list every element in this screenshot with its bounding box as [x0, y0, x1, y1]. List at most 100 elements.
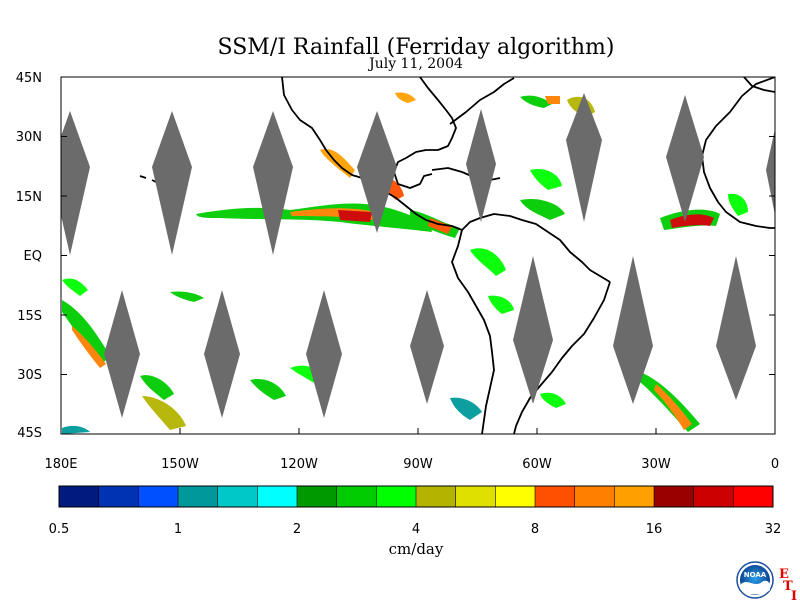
swath-gap	[613, 256, 653, 404]
lat-label: EQ	[24, 249, 42, 264]
colorbar-swatch	[217, 486, 258, 507]
swath-gap	[253, 111, 293, 255]
rain-amazon	[470, 248, 506, 276]
lat-label: 15S	[17, 309, 42, 324]
colorbar-tick-label: 16	[646, 522, 663, 537]
colorbar-swatch	[416, 486, 457, 507]
lon-label: 120W	[280, 457, 318, 472]
swath-gap	[357, 111, 397, 233]
colorbar-swatch	[297, 486, 338, 507]
lon-label: 60W	[522, 457, 552, 472]
swath-gap	[466, 109, 496, 222]
swath-gap	[204, 290, 240, 418]
coast-africa	[701, 77, 775, 229]
map-date: July 11, 2004	[367, 56, 463, 72]
lat-label: 15N	[16, 190, 42, 205]
lon-label: 150W	[161, 457, 199, 472]
rain-africa-core	[670, 214, 714, 228]
lat-label: 30S	[17, 368, 42, 383]
lon-label: 0	[771, 457, 779, 472]
colorbar-swatch	[733, 486, 774, 507]
colorbar-swatch	[178, 486, 219, 507]
colorbar-swatch	[614, 486, 655, 507]
colorbar-tick-label: 1	[174, 522, 182, 537]
swath-gaps	[61, 93, 775, 418]
map-title: SSM/I Rainfall (Ferriday algorithm)	[218, 35, 615, 60]
rain-sw-pacific	[62, 278, 88, 296]
colorbar-tick-label: 2	[293, 522, 301, 537]
colorbar-swatch	[138, 486, 179, 507]
colorbar-swatch	[495, 486, 536, 507]
swath-gap	[61, 111, 90, 255]
swath-gap	[716, 256, 756, 400]
rain-south-pacific-e	[170, 291, 204, 302]
coast-south-america-west	[451, 229, 495, 434]
colorbar-tick-label: 4	[412, 522, 420, 537]
swath-gap	[513, 256, 553, 404]
rain-south-atlantic-core	[654, 384, 692, 430]
colorbar-swatch	[455, 486, 496, 507]
rain-atlantic-nw	[520, 95, 552, 108]
lon-label: 30W	[641, 457, 671, 472]
swath-gap	[306, 290, 342, 418]
rain-brazil	[488, 295, 514, 314]
coast-north-america-east	[393, 77, 457, 189]
lat-label: 45N	[16, 71, 42, 86]
colorbar-frame	[58, 485, 774, 508]
colorbar-swatch	[535, 486, 576, 507]
colorbar-swatch	[336, 486, 377, 507]
rain-south-atlantic-b	[540, 392, 566, 408]
colorbar-unit-label: cm/day	[389, 540, 444, 558]
colorbar-swatch	[574, 486, 615, 507]
swath-gap	[410, 290, 444, 404]
coast-north-america-west	[281, 77, 463, 231]
latitude-labels: 45N 30N 15N EQ 15S 30S 45S	[16, 71, 42, 441]
swath-gap	[766, 128, 775, 215]
rain-far-south	[62, 425, 90, 434]
coast-south-america-north	[461, 213, 611, 283]
rain-us-patch	[395, 92, 416, 103]
swath-gap	[152, 111, 192, 255]
rain-africa-west	[728, 193, 748, 216]
swath-gap	[666, 95, 704, 222]
logo-letter: T	[783, 579, 793, 594]
lon-label: 90W	[403, 457, 433, 472]
colorbar-swatch	[376, 486, 417, 507]
lat-ticks	[61, 76, 775, 435]
swath-gap	[566, 93, 602, 222]
swath-gap	[104, 290, 140, 418]
colorbar-tick-label: 0.5	[49, 522, 70, 537]
rain-atlantic-trop2	[520, 198, 565, 220]
lon-ticks	[60, 428, 776, 434]
colorbar-swatch	[257, 486, 298, 507]
lat-label: 45S	[17, 426, 42, 441]
coast-south-america-east	[513, 281, 611, 434]
colorbar-swatches	[59, 486, 774, 507]
lat-label: 30N	[16, 130, 42, 145]
colorbar-swatch	[98, 486, 139, 507]
colorbar-tick-label: 8	[531, 522, 539, 537]
coast-north-america-ne	[449, 77, 515, 125]
rain-spcz	[62, 300, 110, 366]
colorbar-swatch	[654, 486, 695, 507]
coast-europe	[743, 77, 775, 93]
colorbar-swatch	[59, 486, 100, 507]
noaa-bird-icon	[741, 580, 770, 595]
rain-atlantic-core	[545, 96, 560, 104]
longitude-labels: 180E 150W 120W 90W 60W 30W 0	[44, 457, 779, 472]
noaa-logo-text: NOAA	[744, 571, 767, 579]
noaa-logo: NOAA E T I	[736, 561, 797, 600]
rain-south-pacific-b	[142, 396, 186, 430]
lon-label: 180E	[44, 457, 77, 472]
logo-letter: E	[779, 567, 789, 582]
colorbar: 0.5 1 2 4 8 16 32 cm/day	[49, 485, 782, 558]
logo-letter: I	[791, 589, 797, 600]
rain-south-pacific-c	[250, 378, 286, 400]
rain-atlantic-trop	[530, 168, 562, 190]
rain-spcz-core	[72, 326, 106, 368]
rain-south-pacific-a	[140, 375, 174, 400]
colorbar-tick-label: 32	[765, 522, 782, 537]
colorbar-swatch	[693, 486, 734, 507]
rain-itcz-heavy	[338, 210, 372, 222]
